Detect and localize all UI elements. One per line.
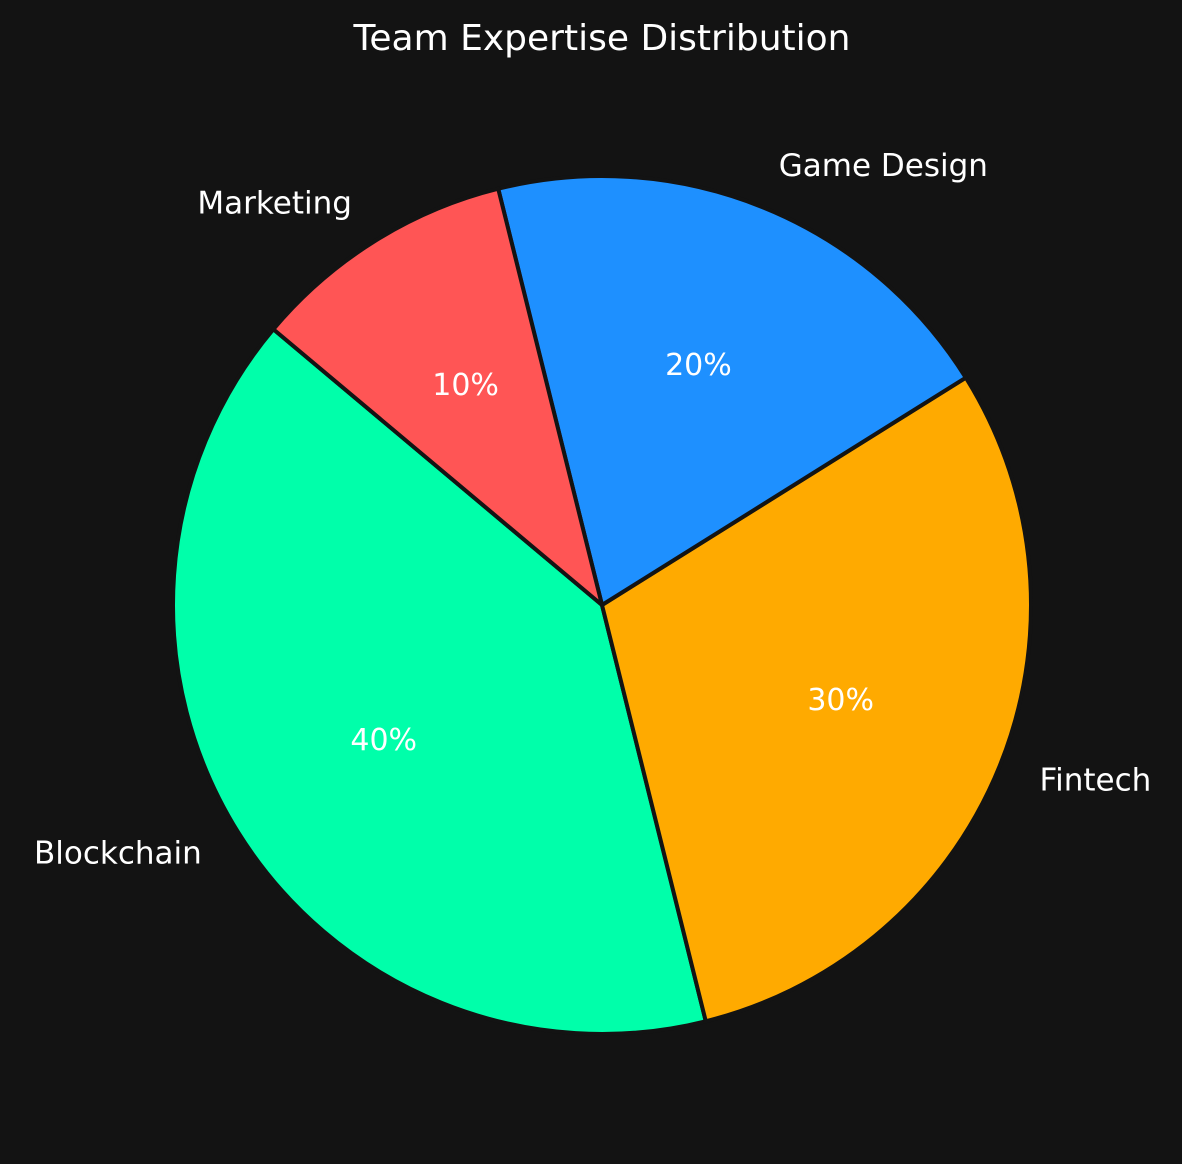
pct-label-blockchain: 40% [350, 723, 417, 758]
pct-label-marketing: 10% [432, 368, 499, 403]
pct-label-game-design: 20% [665, 348, 732, 383]
slice-label-marketing: Marketing [197, 185, 352, 221]
pie-slice-blockchain [171, 327, 708, 1036]
slice-label-fintech: Fintech [1040, 762, 1152, 798]
pie-labels: Blockchain 40% Fintech 30% Game Design 20% Mar… [34, 148, 1151, 872]
slice-label-game-design: Game Design [779, 148, 988, 184]
pie-slice-game-design [496, 174, 968, 607]
pie-slice-marketing [271, 186, 604, 607]
pct-label-fintech: 30% [807, 683, 874, 718]
slice-label-blockchain: Blockchain [34, 836, 202, 872]
chart-title: Team Expertise Distribution [353, 18, 851, 59]
pie-slices [171, 174, 1033, 1036]
